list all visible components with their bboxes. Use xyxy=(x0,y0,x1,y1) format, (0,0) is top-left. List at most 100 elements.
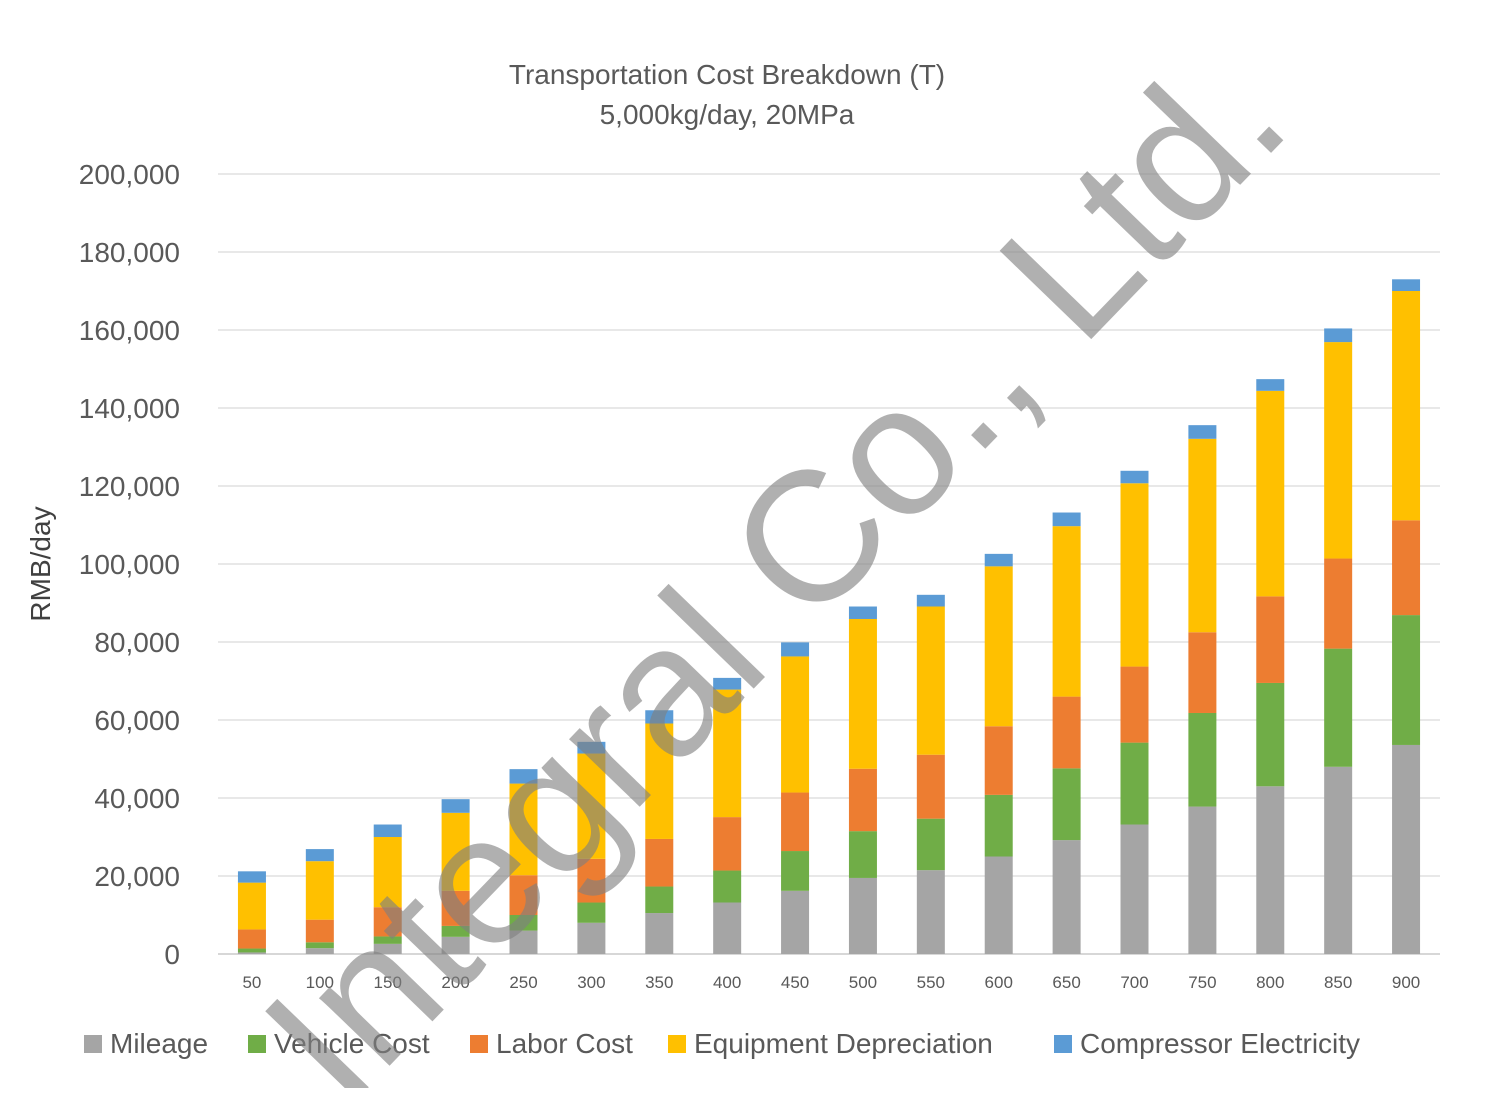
y-axis-label: RMB/day xyxy=(25,506,56,621)
bar-segment xyxy=(645,913,674,954)
x-tick-label: 450 xyxy=(781,973,809,992)
bar-segment xyxy=(305,861,334,920)
bar-segment xyxy=(441,890,470,926)
legend-label: Compressor Electricity xyxy=(1080,1028,1360,1059)
bar-segment xyxy=(373,837,402,908)
legend-swatch xyxy=(1054,1035,1072,1053)
bar-segment xyxy=(1392,615,1421,745)
x-tick-label: 50 xyxy=(242,973,261,992)
bar-segment xyxy=(509,769,538,784)
x-tick-label: 700 xyxy=(1120,973,1148,992)
bar-segment xyxy=(1324,766,1353,954)
x-tick-label: 750 xyxy=(1188,973,1216,992)
x-tick-label: 800 xyxy=(1256,973,1284,992)
bars xyxy=(237,279,1421,954)
x-tick-label: 100 xyxy=(306,973,334,992)
bar-segment xyxy=(848,618,877,769)
bar-segment xyxy=(305,948,334,954)
bar-segment xyxy=(1392,520,1421,616)
bar-segment xyxy=(509,915,538,931)
legend-label: Mileage xyxy=(110,1028,208,1059)
x-tick-label: 250 xyxy=(509,973,537,992)
bar-segment xyxy=(1392,279,1421,291)
x-tick-label: 500 xyxy=(849,973,877,992)
bar-segment xyxy=(1052,526,1081,697)
bar-segment xyxy=(848,606,877,619)
bar-segment xyxy=(237,871,266,883)
bar-segment xyxy=(713,689,742,818)
bar-segment xyxy=(1188,806,1217,954)
legend-label: Labor Cost xyxy=(496,1028,633,1059)
bar-segment xyxy=(577,922,606,954)
bar-segment xyxy=(916,870,945,954)
bar-segment xyxy=(373,907,402,937)
bar-segment xyxy=(305,849,334,862)
x-axis-ticks: 50 100 150 200 250 300 350 400 450 500 550 600 650 70… xyxy=(242,973,1420,992)
bar-segment xyxy=(781,642,810,657)
bar-segment xyxy=(509,783,538,876)
bar-segment xyxy=(373,936,402,944)
legend-swatch xyxy=(84,1035,102,1053)
bar-segment xyxy=(645,710,674,724)
bar-segment xyxy=(781,890,810,954)
bar-segment xyxy=(984,566,1013,727)
bar-segment xyxy=(237,929,266,949)
bar-segment xyxy=(645,723,674,839)
y-tick-label: 60,000 xyxy=(94,705,180,736)
legend-label: Equipment Depreciation xyxy=(694,1028,993,1059)
bar-segment xyxy=(713,902,742,954)
bar-segment xyxy=(509,875,538,915)
bar-segment xyxy=(1324,342,1353,559)
bar-segment xyxy=(1256,596,1285,683)
bar-segment xyxy=(305,919,334,943)
gridlines xyxy=(218,173,1440,955)
bar-segment xyxy=(1256,390,1285,597)
y-tick-label: 100,000 xyxy=(79,549,180,580)
bar-segment xyxy=(1052,768,1081,841)
bar-segment xyxy=(577,741,606,754)
bar-segment xyxy=(1052,512,1081,527)
bar-segment xyxy=(577,753,606,859)
legend-swatch xyxy=(248,1035,266,1053)
bar-segment xyxy=(441,799,470,813)
x-tick-label: 200 xyxy=(441,973,469,992)
x-tick-label: 600 xyxy=(985,973,1013,992)
legend-label: Vehicle Cost xyxy=(274,1028,430,1059)
x-tick-label: 900 xyxy=(1392,973,1420,992)
chart-subtitle: 5,000kg/day, 20MPa xyxy=(600,99,855,130)
bar-segment xyxy=(781,656,810,793)
x-tick-label: 300 xyxy=(577,973,605,992)
bar-segment xyxy=(1256,682,1285,787)
bar-segment xyxy=(441,812,470,891)
bar-segment xyxy=(984,856,1013,954)
bar-segment xyxy=(984,726,1013,795)
y-tick-label: 160,000 xyxy=(79,315,180,346)
bar-segment xyxy=(1324,328,1353,343)
y-tick-label: 200,000 xyxy=(79,159,180,190)
x-tick-label: 150 xyxy=(374,973,402,992)
bar-segment xyxy=(237,952,266,954)
bar-segment xyxy=(916,754,945,819)
bar-segment xyxy=(1188,632,1217,713)
bar-segment xyxy=(1120,483,1149,667)
bar-segment xyxy=(848,831,877,878)
bar-segment xyxy=(237,948,266,953)
x-tick-label: 400 xyxy=(713,973,741,992)
y-tick-label: 120,000 xyxy=(79,471,180,502)
bar-segment xyxy=(713,817,742,871)
bar-segment xyxy=(645,886,674,914)
y-tick-label: 80,000 xyxy=(94,627,180,658)
bar-segment xyxy=(1188,438,1217,633)
y-tick-label: 40,000 xyxy=(94,783,180,814)
bar-segment xyxy=(1120,470,1149,484)
bar-segment xyxy=(373,824,402,837)
bar-segment xyxy=(984,553,1013,567)
bar-segment xyxy=(577,858,606,903)
bar-segment xyxy=(713,677,742,690)
bar-segment xyxy=(1120,742,1149,825)
bar-segment xyxy=(1052,840,1081,954)
bar-segment xyxy=(1188,425,1217,439)
bar-segment xyxy=(984,794,1013,857)
bar-segment xyxy=(1324,558,1353,649)
